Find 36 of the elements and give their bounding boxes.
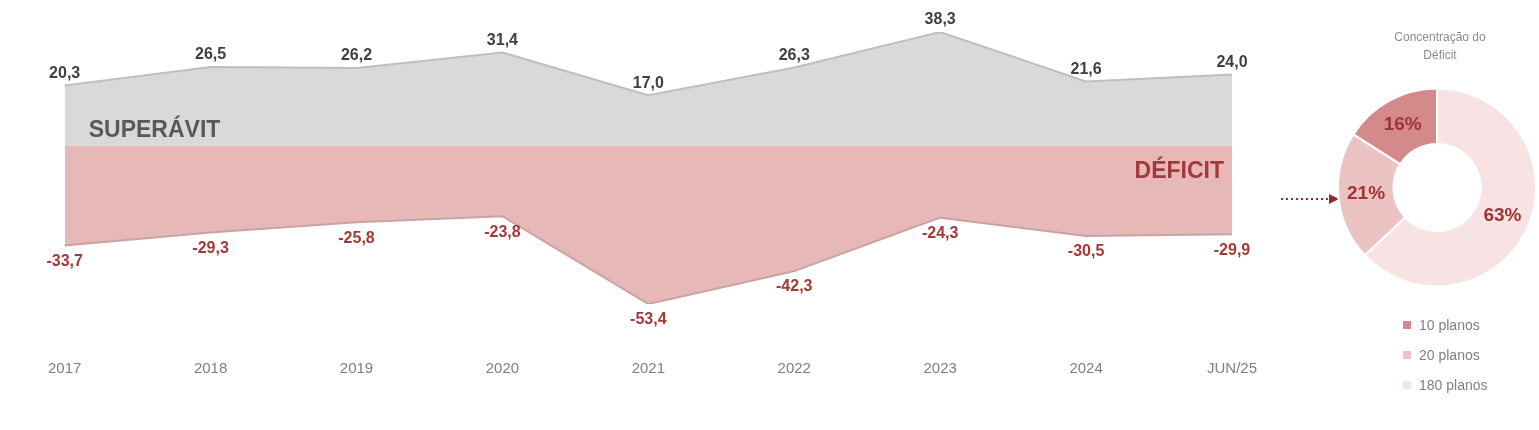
x-tick-label: 2024 (1069, 359, 1103, 377)
x-tick-label: 2019 (339, 359, 374, 377)
data-label: -30,5 (1067, 242, 1105, 260)
x-tick-label: 2021 (631, 359, 666, 377)
data-label: -29,3 (192, 238, 229, 256)
data-label: 24,0 (1216, 52, 1248, 70)
x-tick-label: 2023 (923, 359, 957, 377)
data-label: 17,0 (632, 73, 665, 91)
data-label: -53,4 (630, 310, 667, 328)
data-label: 16% (1383, 113, 1422, 135)
data-label: 26,5 (195, 45, 227, 63)
data-label: -23,8 (484, 222, 521, 240)
data-label: 21,6 (1070, 59, 1102, 77)
series-label: SUPERÁVIT (88, 115, 221, 143)
chart-title: Concentração do Déficit (1393, 29, 1487, 64)
x-tick-label: 2020 (485, 359, 520, 377)
x-tick-label: 2017 (48, 359, 82, 377)
data-label: 26,2 (340, 46, 373, 64)
data-label: -42,3 (776, 277, 813, 295)
data-label: 21% (1347, 182, 1386, 204)
data-label: -24,3 (921, 224, 959, 242)
data-label: 63% (1483, 204, 1522, 226)
data-label: -25,8 (338, 228, 375, 246)
series-label: DÉFICIT (1134, 155, 1224, 183)
x-tick-label: 2018 (193, 359, 228, 377)
legend-label: 180 planos (1419, 377, 1488, 393)
x-tick-label: JUN/25 (1206, 359, 1258, 377)
data-label: -29,9 (1213, 240, 1251, 258)
data-label: 31,4 (486, 30, 519, 48)
legend-label: 10 planos (1419, 317, 1480, 333)
legend-label: 20 planos (1419, 347, 1480, 363)
data-label: -33,7 (46, 251, 84, 269)
x-tick-label: 2022 (777, 359, 811, 377)
data-label: 38,3 (924, 10, 956, 28)
data-label: 20,3 (49, 63, 81, 81)
data-label: 26,3 (778, 46, 810, 63)
